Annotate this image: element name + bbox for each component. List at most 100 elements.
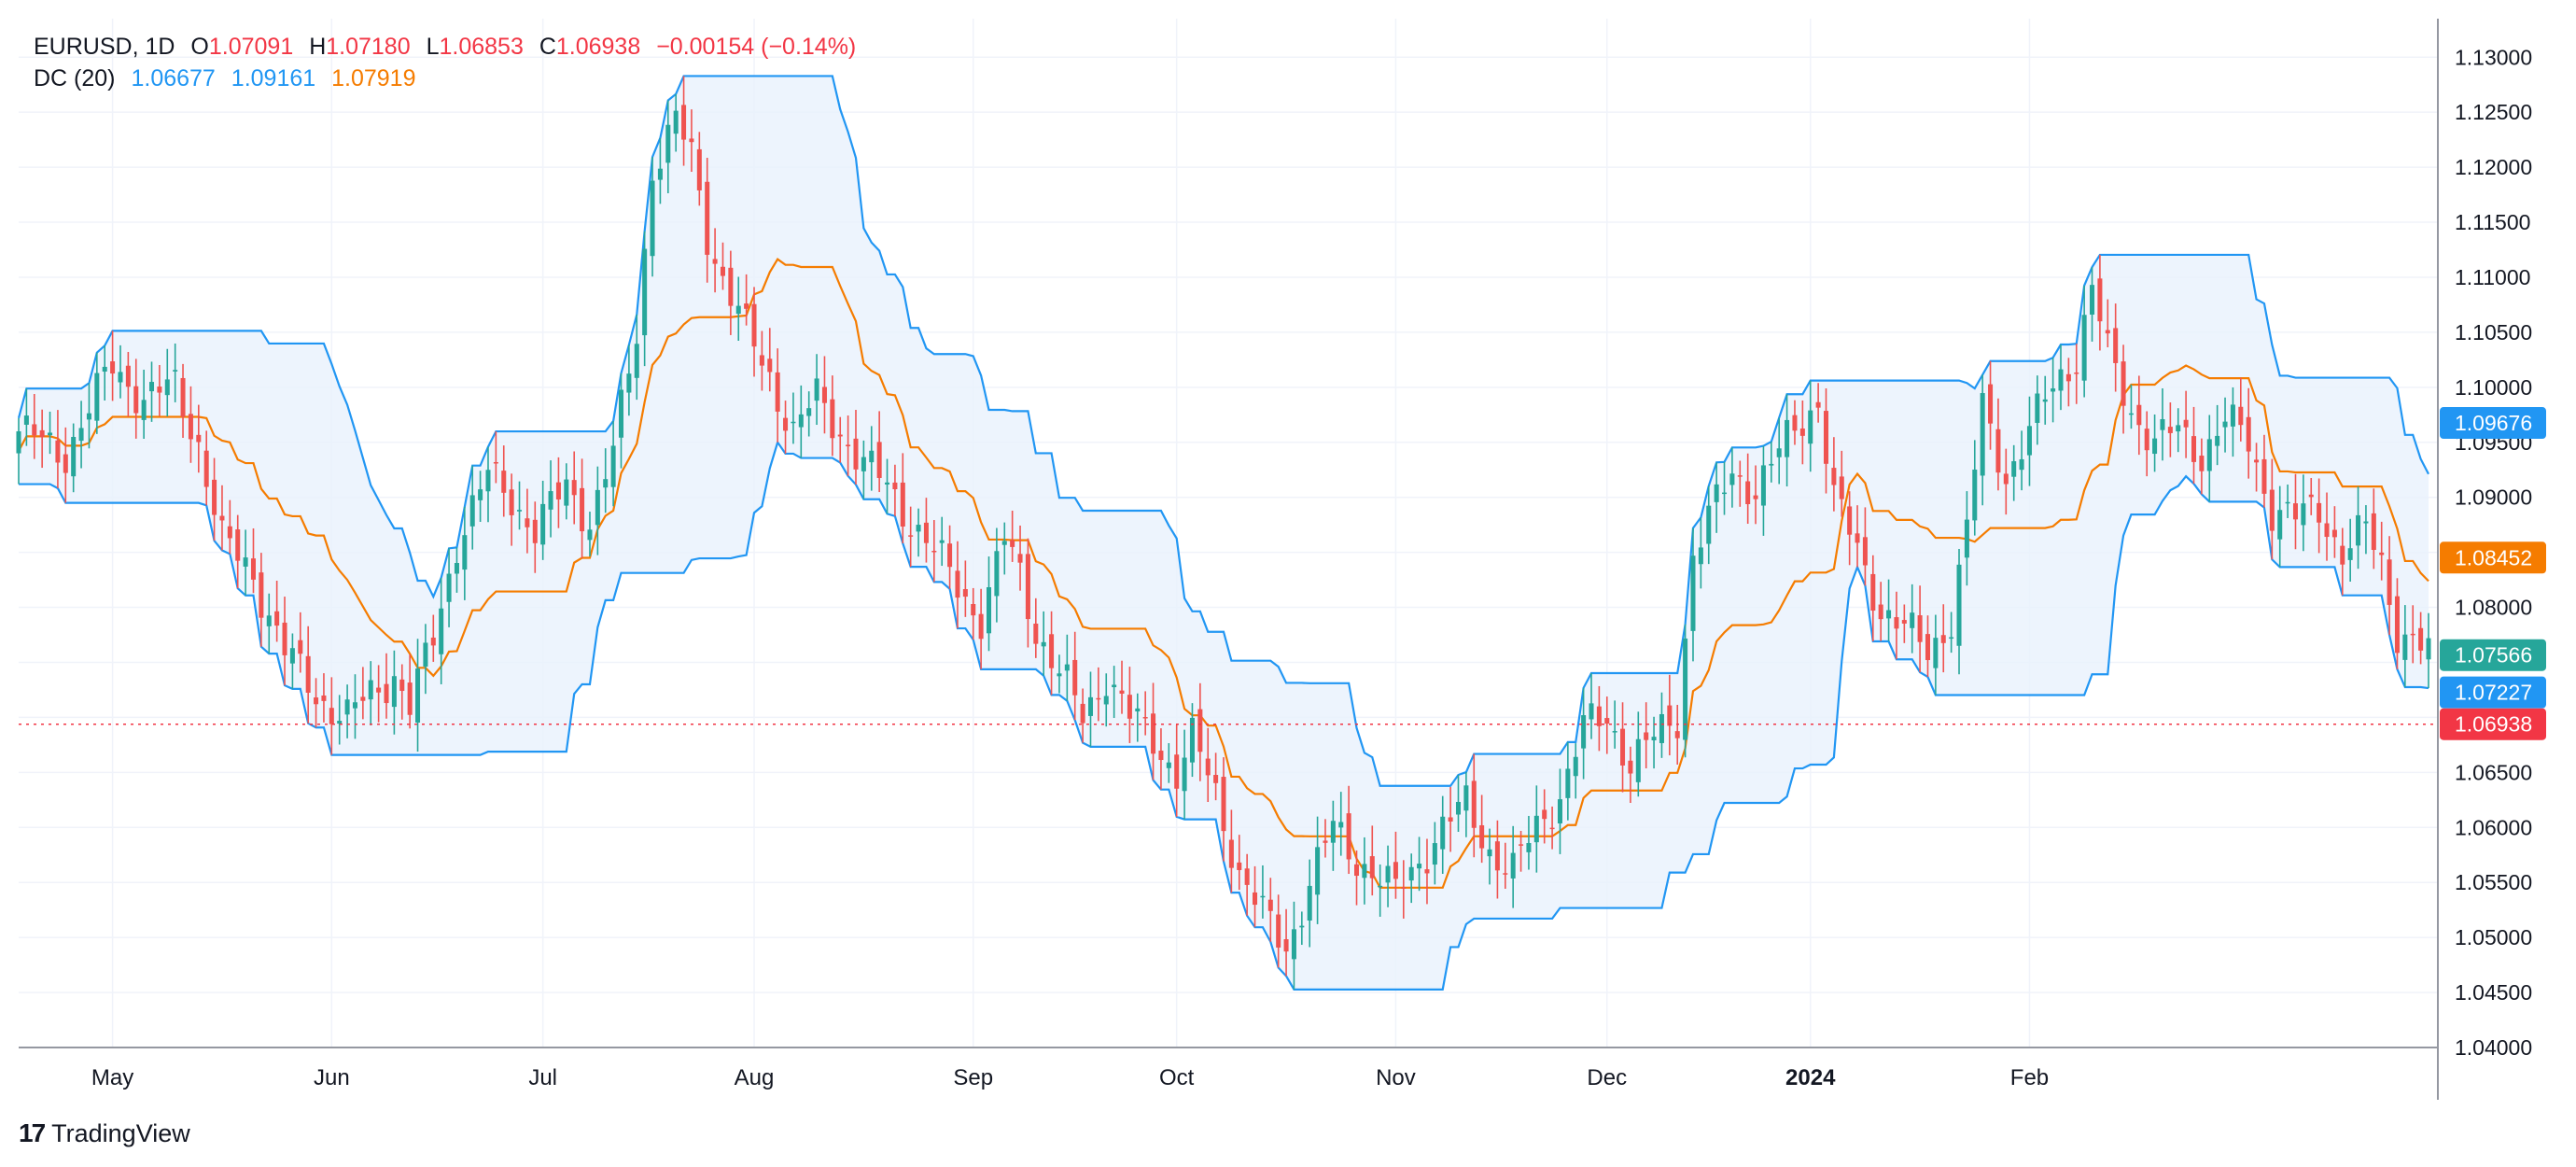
indicator-legend[interactable]: DC (20) 1.06677 1.09161 1.07919 xyxy=(34,65,416,92)
candle xyxy=(1010,510,1015,562)
candle xyxy=(1878,582,1883,641)
candle xyxy=(1307,859,1312,948)
high-label: H xyxy=(309,34,327,60)
candle xyxy=(2379,521,2385,581)
candle xyxy=(2340,527,2345,596)
time-tick-label: Dec xyxy=(1587,1065,1627,1090)
candle xyxy=(2238,377,2244,442)
candle xyxy=(1690,527,1696,662)
candle xyxy=(352,674,357,739)
candle xyxy=(798,385,804,458)
candle xyxy=(853,409,859,485)
candle xyxy=(939,516,945,567)
candle xyxy=(1862,507,1868,586)
candle xyxy=(1408,853,1414,904)
candle xyxy=(665,100,671,193)
candle xyxy=(2331,506,2337,558)
candle xyxy=(2035,375,2040,445)
candle xyxy=(1972,440,1978,536)
candle xyxy=(580,458,585,559)
candle xyxy=(243,529,248,596)
candle xyxy=(1315,816,1321,924)
candle xyxy=(1503,842,1508,889)
candle xyxy=(1760,445,1766,536)
candle xyxy=(923,498,929,563)
candle xyxy=(1792,400,1798,445)
interval-label[interactable]: 1D xyxy=(145,34,175,60)
candle xyxy=(493,431,498,484)
candle xyxy=(978,588,984,669)
candle xyxy=(2065,358,2071,407)
candle xyxy=(2269,458,2275,560)
candle xyxy=(125,351,131,417)
candle xyxy=(250,527,257,594)
candle xyxy=(2324,492,2330,561)
candle xyxy=(1831,437,1837,512)
candle xyxy=(2167,402,2173,457)
candle xyxy=(148,361,155,422)
candle xyxy=(344,684,350,738)
candle xyxy=(298,612,303,673)
candle xyxy=(962,560,968,617)
candle xyxy=(368,661,373,725)
candle xyxy=(188,386,193,463)
candle xyxy=(1745,453,1751,525)
time-scale[interactable]: May Jun Jul Aug Sep Oct Nov Dec 2024 Feb xyxy=(91,1065,2049,1090)
candle xyxy=(1980,374,1985,506)
candle xyxy=(986,556,992,652)
candle xyxy=(1096,667,1101,722)
candle xyxy=(673,93,679,152)
candle xyxy=(1471,753,1477,858)
candle xyxy=(469,465,475,550)
candle xyxy=(2418,612,2424,665)
candle xyxy=(274,580,280,642)
candle xyxy=(1995,398,2001,491)
candle xyxy=(1291,901,1296,990)
candle xyxy=(947,525,953,589)
candle xyxy=(517,481,523,530)
candle xyxy=(618,373,624,469)
candle xyxy=(1823,387,1829,494)
candle xyxy=(1001,522,1007,575)
price-tag: 1.07227 xyxy=(2440,676,2546,709)
tradingview-brand[interactable]: 17 TradingView xyxy=(19,1118,190,1148)
indicator-basis-value: 1.07919 xyxy=(331,65,416,91)
candle xyxy=(2254,443,2260,492)
candle xyxy=(1080,688,1085,743)
candle xyxy=(1283,908,1289,977)
candle xyxy=(705,158,710,283)
candle xyxy=(1901,604,1907,643)
candle xyxy=(564,463,569,520)
candle xyxy=(642,231,648,367)
candle xyxy=(48,411,53,455)
low-label: L xyxy=(426,34,440,60)
candle xyxy=(821,356,827,434)
candle xyxy=(2261,434,2267,508)
symbol-label[interactable]: EURUSD xyxy=(34,34,133,60)
candle xyxy=(720,242,725,290)
candle xyxy=(1432,822,1437,885)
candle xyxy=(1064,634,1070,701)
candle xyxy=(744,274,749,326)
candle xyxy=(329,677,334,755)
candle xyxy=(1956,548,1962,675)
candle xyxy=(391,650,397,735)
candle xyxy=(783,401,789,454)
candle xyxy=(1706,485,1712,565)
candle xyxy=(501,445,507,517)
indicator-name[interactable]: DC (20) xyxy=(34,65,116,91)
brand-name: TradingView xyxy=(51,1118,190,1147)
candle xyxy=(532,501,538,573)
candle xyxy=(1533,785,1539,873)
candle xyxy=(876,411,882,493)
candle xyxy=(775,348,780,443)
candle xyxy=(1674,704,1680,766)
price-tick-label: 1.04000 xyxy=(2455,1035,2532,1060)
candle xyxy=(2199,438,2205,495)
candle xyxy=(86,383,91,449)
price-tick-label: 1.08000 xyxy=(2455,596,2532,620)
price-tag: 1.08452 xyxy=(2440,541,2546,574)
candle xyxy=(610,420,616,507)
candles xyxy=(16,76,2431,990)
